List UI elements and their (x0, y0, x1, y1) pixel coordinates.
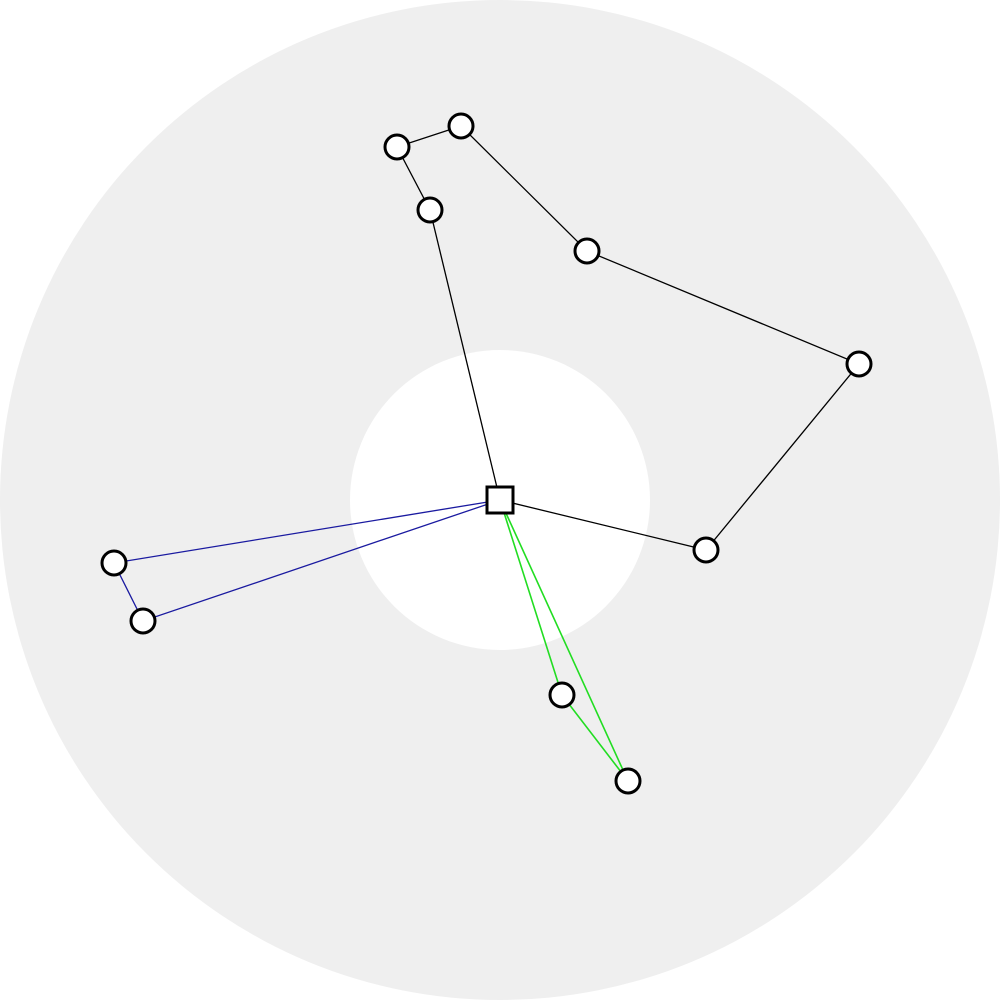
route-blue-path (113, 499, 501, 622)
nodes-layer (100, 112, 873, 795)
customer-node-n2 (383, 133, 411, 161)
customer-node-n10 (548, 681, 576, 709)
customer-node-n5 (845, 350, 873, 378)
customer-node-n8 (100, 549, 128, 577)
customer-node-n6 (692, 536, 720, 564)
customer-node-n9 (129, 607, 157, 635)
customer-node-n11 (614, 767, 642, 795)
route-green-path (499, 499, 629, 782)
customer-node-n3 (447, 112, 475, 140)
customer-node-n1 (416, 196, 444, 224)
customer-node-n4 (573, 237, 601, 265)
depot-node (485, 485, 515, 515)
